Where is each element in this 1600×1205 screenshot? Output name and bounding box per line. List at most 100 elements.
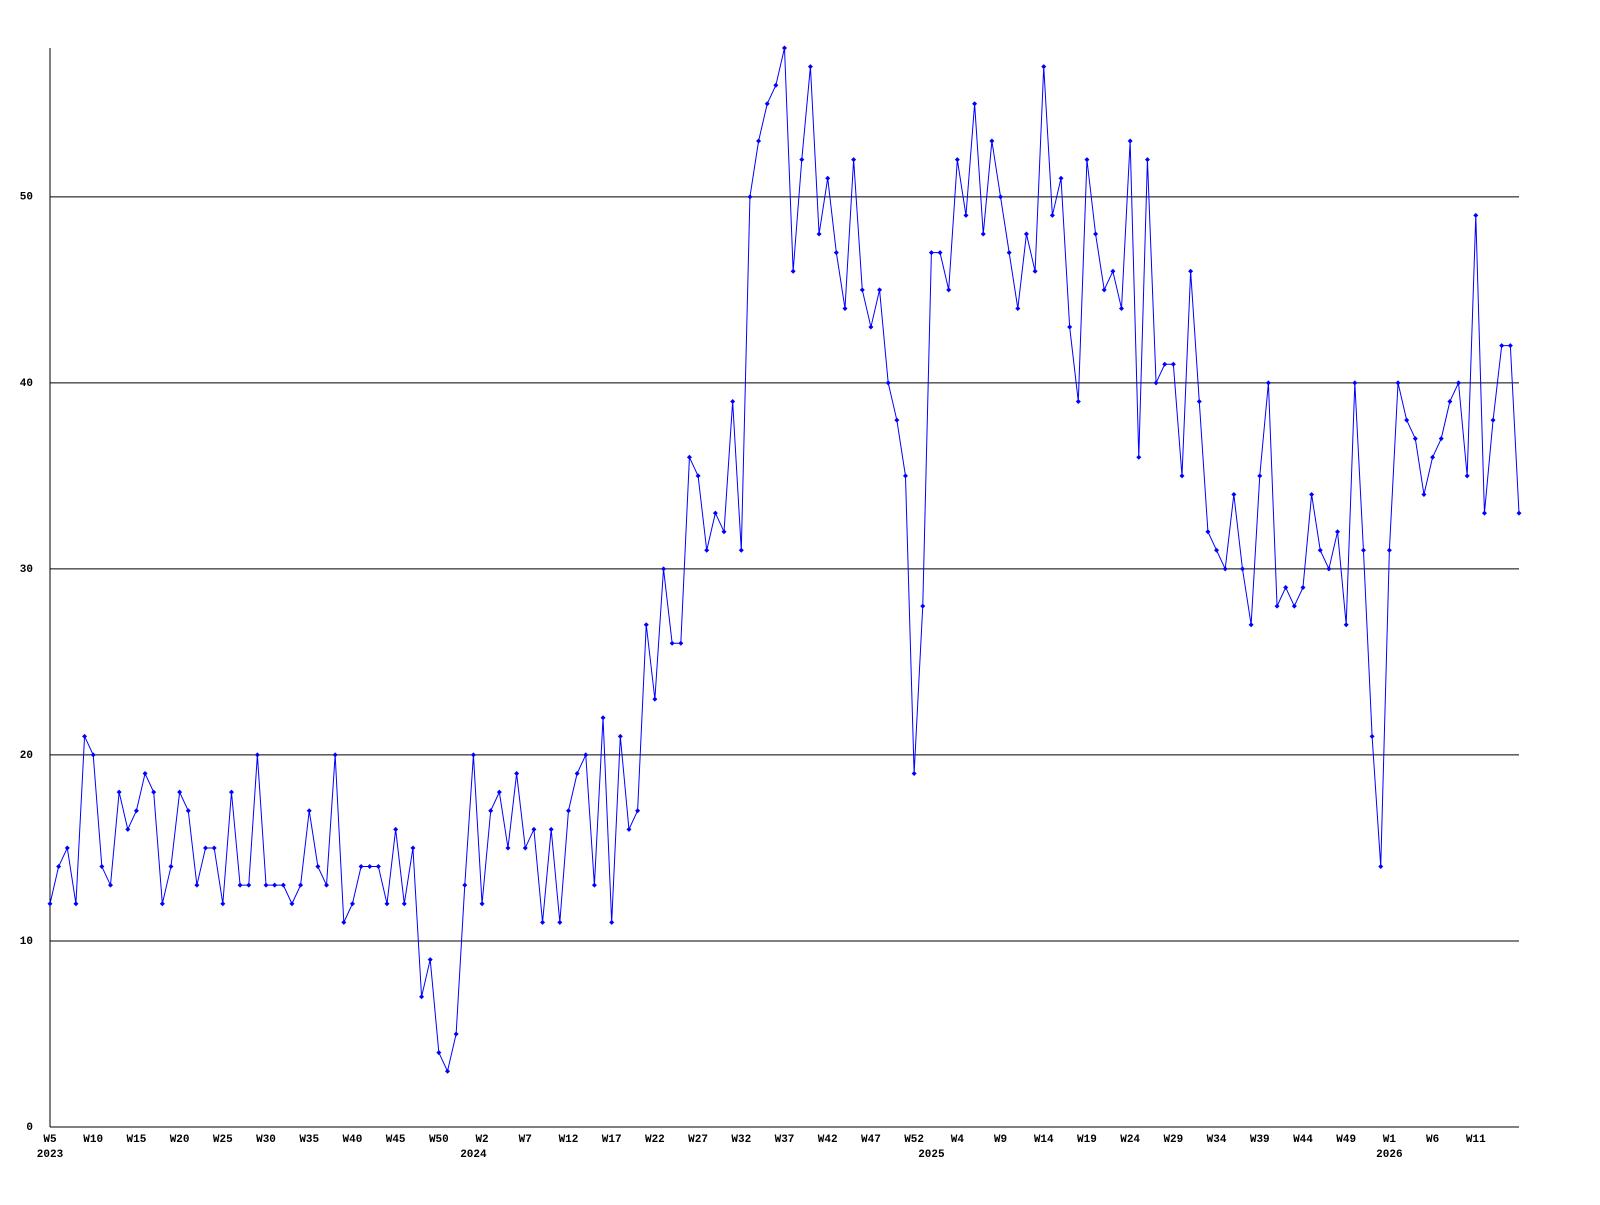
data-point (859, 287, 865, 293)
data-point (946, 287, 952, 293)
data-point (816, 231, 822, 237)
x-tick-label: W6 (1426, 1134, 1439, 1146)
x-tick-label: W39 (1250, 1134, 1270, 1146)
data-point (833, 250, 839, 256)
data-point (514, 771, 520, 777)
data-point (349, 901, 355, 907)
data-point (159, 901, 165, 907)
data-point (99, 864, 105, 870)
data-point (885, 380, 891, 386)
data-point (1058, 175, 1064, 181)
data-point (1179, 473, 1185, 479)
data-point (1412, 436, 1418, 442)
data-point (1075, 398, 1081, 404)
data-point (444, 1068, 450, 1074)
data-point (254, 752, 260, 758)
data-point (1127, 138, 1133, 144)
data-point (1119, 305, 1125, 311)
data-point (963, 212, 969, 218)
data-point (1404, 417, 1410, 423)
data-point (107, 882, 113, 888)
data-point (505, 845, 511, 851)
data-point (1507, 343, 1513, 349)
data-point (133, 808, 139, 814)
x-tick-label: W11 (1466, 1134, 1486, 1146)
data-point (1464, 473, 1470, 479)
data-point (902, 473, 908, 479)
data-point (470, 752, 476, 758)
data-point (1231, 491, 1237, 497)
data-point (678, 640, 684, 646)
data-point (246, 882, 252, 888)
data-point (211, 845, 217, 851)
y-tick-label: 50 (20, 192, 33, 204)
x-tick-label: W44 (1293, 1134, 1313, 1146)
data-point (367, 864, 373, 870)
data-point (756, 138, 762, 144)
x-tick-label: W22 (645, 1134, 665, 1146)
data-point (1067, 324, 1073, 330)
data-point (669, 640, 675, 646)
data-point (764, 101, 770, 107)
data-point (617, 733, 623, 739)
data-point (851, 157, 857, 163)
data-point (116, 789, 122, 795)
data-point (332, 752, 338, 758)
data-point (1084, 157, 1090, 163)
data-point (747, 194, 753, 200)
data-point (73, 901, 79, 907)
data-point (1378, 864, 1384, 870)
x-tick-label: W15 (127, 1134, 147, 1146)
data-point (1214, 547, 1220, 553)
x-tick-label: W47 (861, 1134, 881, 1146)
data-point (548, 826, 554, 832)
data-point (721, 529, 727, 535)
x-tick-label: W10 (83, 1134, 103, 1146)
data-point (661, 566, 667, 572)
data-point (419, 994, 425, 1000)
data-point (393, 826, 399, 832)
data-point (868, 324, 874, 330)
data-point (220, 901, 226, 907)
y-tick-label: 0 (26, 1122, 33, 1134)
data-point (1473, 212, 1479, 218)
x-tick-label: W45 (386, 1134, 406, 1146)
x-tick-label: W35 (299, 1134, 319, 1146)
data-point (531, 826, 537, 832)
data-point (1144, 157, 1150, 163)
x-tick-label: W24 (1120, 1134, 1140, 1146)
data-point (1274, 603, 1280, 609)
data-point (462, 882, 468, 888)
data-point (1015, 305, 1021, 311)
data-point (1023, 231, 1029, 237)
data-point (1205, 529, 1211, 535)
data-point (479, 901, 485, 907)
x-tick-label: W12 (559, 1134, 579, 1146)
data-point (375, 864, 381, 870)
data-point (177, 789, 183, 795)
data-point (1222, 566, 1228, 572)
data-point (1101, 287, 1107, 293)
data-point (272, 882, 278, 888)
year-label: 2025 (918, 1149, 945, 1161)
x-tick-label: W27 (688, 1134, 708, 1146)
x-tick-label: W25 (213, 1134, 233, 1146)
data-point (1239, 566, 1245, 572)
data-point (341, 919, 347, 925)
data-point (453, 1031, 459, 1037)
data-point (730, 398, 736, 404)
year-label: 2024 (460, 1149, 487, 1161)
data-point (894, 417, 900, 423)
data-point (324, 882, 330, 888)
data-point (358, 864, 364, 870)
data-point (1041, 64, 1047, 70)
data-point (1032, 268, 1038, 274)
x-tick-label: W49 (1336, 1134, 1356, 1146)
data-point (496, 789, 502, 795)
data-point (427, 957, 433, 963)
data-point (1006, 250, 1012, 256)
y-tick-label: 30 (20, 564, 33, 576)
data-point (1248, 622, 1254, 628)
data-point (1456, 380, 1462, 386)
data-point (263, 882, 269, 888)
